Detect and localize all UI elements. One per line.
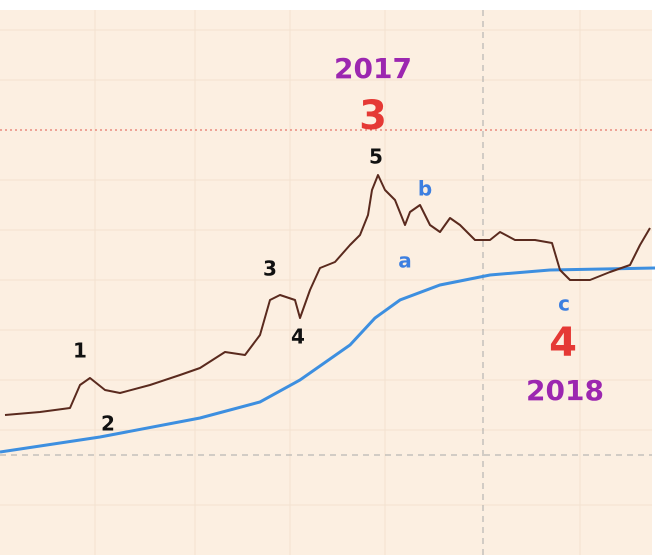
wave-label: 3 xyxy=(263,257,277,281)
wave-label: 5 xyxy=(369,145,383,169)
annotations: 2017 3 5 b a 3 4 1 2 c 4 2018 xyxy=(73,52,604,436)
year-label: 2018 xyxy=(526,374,604,407)
wave-label: 3 xyxy=(359,93,387,139)
wave-label: 4 xyxy=(549,320,577,366)
wave-label: a xyxy=(398,249,412,273)
year-label: 2017 xyxy=(334,52,412,85)
grid xyxy=(0,10,652,555)
plot-background xyxy=(0,10,652,555)
price-line xyxy=(4,174,651,416)
wave-label: 4 xyxy=(291,325,305,349)
wave-label: c xyxy=(558,292,570,316)
wave-label: 1 xyxy=(73,339,87,363)
wave-label: b xyxy=(418,177,432,201)
moving-average xyxy=(0,266,655,454)
wave-label: 2 xyxy=(101,412,115,436)
